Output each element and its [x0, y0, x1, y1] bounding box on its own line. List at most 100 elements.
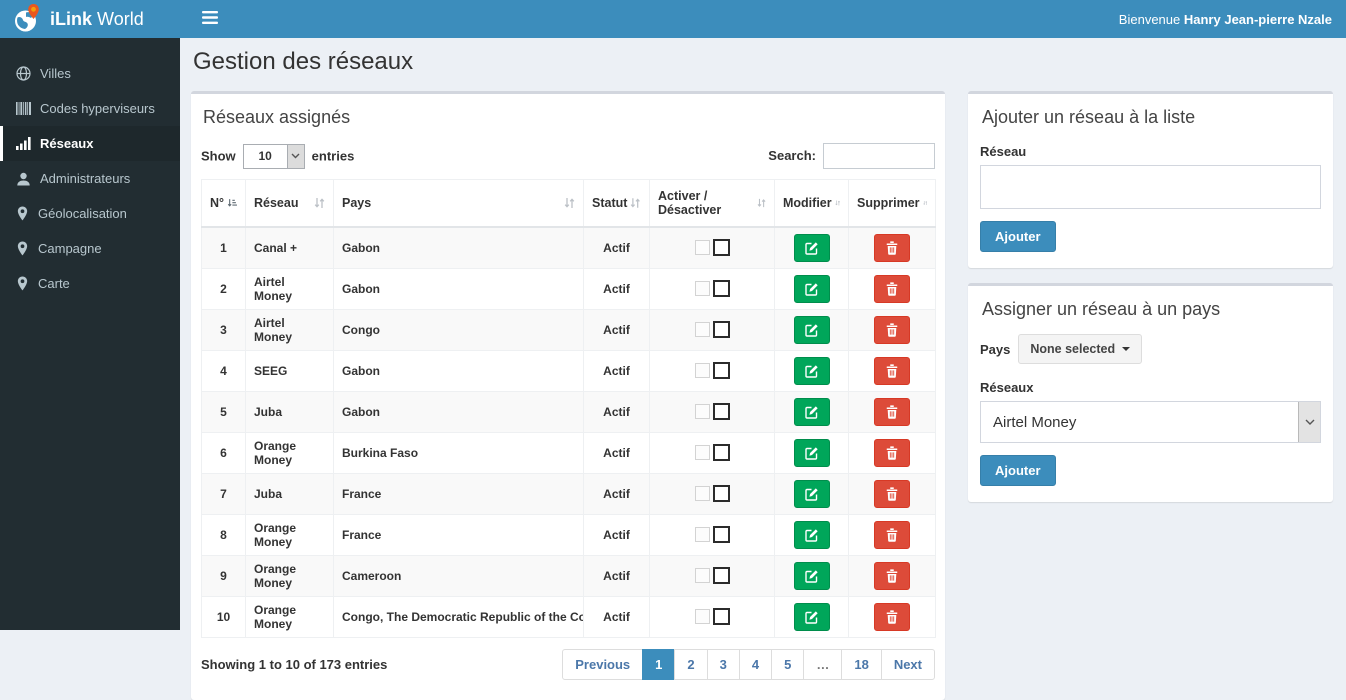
edit-button[interactable] [794, 603, 830, 631]
pays-dropdown-value: None selected [1030, 342, 1115, 356]
cell-reseau: SEEG [246, 350, 334, 391]
toggle-off-checkbox[interactable] [695, 445, 710, 460]
column-header-activer-desactiver[interactable]: Activer / Désactiver [650, 180, 775, 228]
add-network-button[interactable]: Ajouter [980, 221, 1056, 252]
assign-network-panel: Assigner un réseau à un pays Pays None s… [968, 283, 1333, 502]
toggle-on-checkbox[interactable] [713, 608, 730, 625]
delete-button[interactable] [874, 275, 910, 303]
cell-pays: France [334, 473, 584, 514]
edit-button[interactable] [794, 562, 830, 590]
delete-button[interactable] [874, 316, 910, 344]
user-icon [16, 172, 31, 186]
pagination-page-button[interactable]: 1 [642, 649, 675, 680]
sidebar-item-campagne[interactable]: Campagne [0, 231, 180, 266]
pagination-page-button[interactable]: 5 [771, 649, 804, 680]
cell-supprimer [849, 391, 936, 432]
edit-button[interactable] [794, 521, 830, 549]
toggle-on-checkbox[interactable] [713, 403, 730, 420]
toggle-off-checkbox[interactable] [695, 240, 710, 255]
edit-button[interactable] [794, 439, 830, 467]
toggle-on-checkbox[interactable] [713, 485, 730, 502]
toggle-off-checkbox[interactable] [695, 568, 710, 583]
cell-modifier [775, 350, 849, 391]
edit-button[interactable] [794, 480, 830, 508]
delete-button[interactable] [874, 398, 910, 426]
delete-button[interactable] [874, 603, 910, 631]
toggle-on-checkbox[interactable] [713, 321, 730, 338]
delete-button[interactable] [874, 562, 910, 590]
toggle-on-checkbox[interactable] [713, 526, 730, 543]
sidebar-toggle-button[interactable] [196, 7, 224, 31]
sidebar-item-reseaux[interactable]: Réseaux [0, 126, 180, 161]
cell-numero: 2 [202, 268, 246, 309]
pagination-previous-button[interactable]: Previous [562, 649, 643, 680]
delete-button[interactable] [874, 480, 910, 508]
column-header-reseau[interactable]: Réseau [246, 180, 334, 228]
cell-reseau: Orange Money [246, 432, 334, 473]
delete-button[interactable] [874, 521, 910, 549]
toggle-on-checkbox[interactable] [713, 567, 730, 584]
toggle-off-checkbox[interactable] [695, 527, 710, 542]
delete-button[interactable] [874, 439, 910, 467]
toggle-off-checkbox[interactable] [695, 363, 710, 378]
column-header-modifier[interactable]: Modifier [775, 180, 849, 228]
pagination-page-button[interactable]: 3 [707, 649, 740, 680]
cell-statut: Actif [584, 268, 650, 309]
toggle-off-checkbox[interactable] [695, 404, 710, 419]
toggle-on-checkbox[interactable] [713, 239, 730, 256]
edit-button[interactable] [794, 398, 830, 426]
delete-button[interactable] [874, 234, 910, 262]
column-header-statut[interactable]: Statut [584, 180, 650, 228]
column-header-numero[interactable]: N° [202, 180, 246, 228]
assigned-networks-panel: Réseaux assignés Show 10 entries Search: [191, 91, 945, 700]
column-header-supprimer[interactable]: Supprimer [849, 180, 936, 228]
cell-statut: Actif [584, 227, 650, 268]
assign-network-button[interactable]: Ajouter [980, 455, 1056, 486]
toggle-off-checkbox[interactable] [695, 486, 710, 501]
cell-statut: Actif [584, 350, 650, 391]
toggle-off-checkbox[interactable] [695, 322, 710, 337]
welcome-message: Bienvenue Hanry Jean-pierre Nzale [1119, 12, 1332, 27]
column-header-pays[interactable]: Pays [334, 180, 584, 228]
app-logo[interactable]: iLink World [0, 0, 180, 38]
search-input[interactable] [823, 143, 935, 169]
toggle-on-checkbox[interactable] [713, 280, 730, 297]
welcome-user-name: Hanry Jean-pierre Nzale [1184, 12, 1332, 27]
toggle-on-checkbox[interactable] [713, 444, 730, 461]
sidebar-item-villes[interactable]: Villes [0, 56, 180, 91]
sidebar-item-geolocalisation[interactable]: Géolocalisation [0, 196, 180, 231]
toggle-off-checkbox[interactable] [695, 281, 710, 296]
toggle-off-checkbox[interactable] [695, 609, 710, 624]
edit-icon [805, 323, 819, 337]
pagination-page-button[interactable]: 2 [674, 649, 707, 680]
edit-button[interactable] [794, 316, 830, 344]
pagination: Previous 1 2 3 4 5 … 18 Next [563, 649, 935, 680]
delete-button[interactable] [874, 357, 910, 385]
cell-pays: Congo [334, 309, 584, 350]
toggle-on-checkbox[interactable] [713, 362, 730, 379]
cell-reseau: Orange Money [246, 514, 334, 555]
pagination-next-button[interactable]: Next [881, 649, 935, 680]
app-title: iLink World [50, 9, 144, 30]
datatable-controls: Show 10 entries Search: [201, 143, 935, 169]
cell-pays: Gabon [334, 350, 584, 391]
table-row: 6 Orange Money Burkina Faso Actif [202, 432, 936, 473]
sidebar-item-label: Carte [38, 276, 70, 291]
table-row: 4 SEEG Gabon Actif [202, 350, 936, 391]
pagination-page-button[interactable]: 4 [739, 649, 772, 680]
sidebar-item-administrateurs[interactable]: Administrateurs [0, 161, 180, 196]
cell-supprimer [849, 268, 936, 309]
page-length-select[interactable]: 10 [243, 144, 305, 169]
table-row: 7 Juba France Actif [202, 473, 936, 514]
edit-button[interactable] [794, 234, 830, 262]
map-marker-icon [16, 241, 29, 256]
edit-button[interactable] [794, 275, 830, 303]
sidebar-item-carte[interactable]: Carte [0, 266, 180, 301]
pagination-page-button[interactable]: 18 [841, 649, 881, 680]
pays-multiselect-dropdown[interactable]: None selected [1018, 334, 1142, 364]
edit-button[interactable] [794, 357, 830, 385]
sidebar-item-codes-hyperviseurs[interactable]: Codes hyperviseurs [0, 91, 180, 126]
reseau-input[interactable] [980, 165, 1321, 209]
table-row: 9 Orange Money Cameroon Actif [202, 555, 936, 596]
reseaux-select[interactable]: Airtel Money [980, 401, 1321, 443]
